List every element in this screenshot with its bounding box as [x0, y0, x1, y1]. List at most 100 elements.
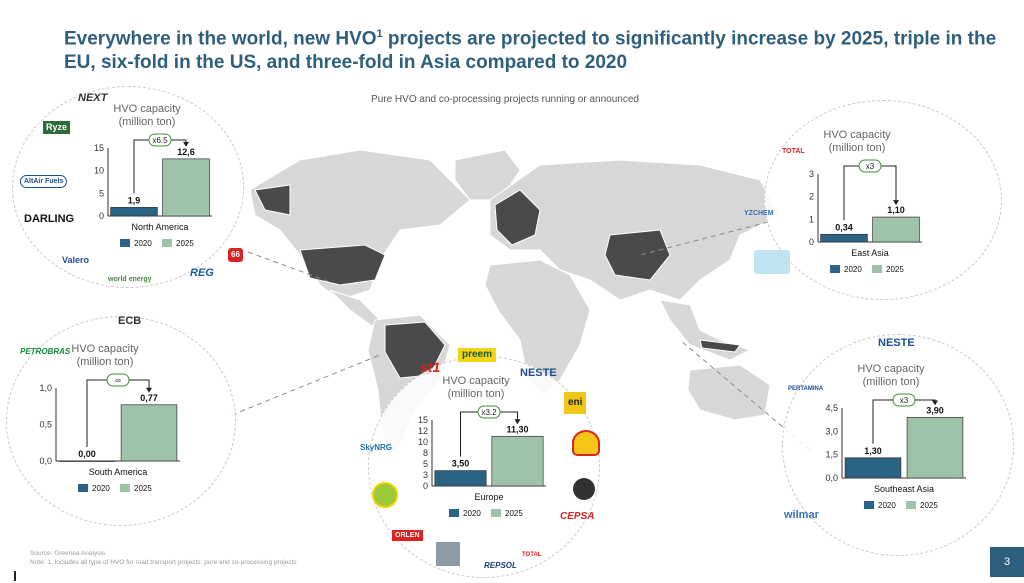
south-america-panel: HVO capacity (million ton) 0,0 0,5 1,0 0,00 0,…	[20, 340, 190, 505]
growth-label: x3.2	[481, 408, 497, 417]
altair-logo: AltAir Fuels	[20, 175, 68, 188]
legend-swatch-2025	[491, 509, 501, 517]
growth-badge	[892, 393, 916, 407]
ecb-logo: ECB	[118, 315, 142, 327]
panel-unit: (million ton)	[863, 376, 920, 388]
bar-2020	[434, 470, 487, 487]
east-asia-panel: HVO capacity (million ton) 0 1 2 3 0,34 1,10 x3 E…	[782, 126, 932, 286]
y-tick-label: 8	[423, 448, 428, 458]
data-label-2020: 3,50	[452, 459, 470, 469]
map-usa	[299, 244, 386, 286]
y-tick-label: 15	[418, 415, 428, 425]
legend-label-2020: 2020	[92, 484, 110, 493]
leaf-logo	[754, 250, 790, 274]
legend-label-2025: 2025	[886, 265, 904, 274]
growth-arrowhead	[146, 387, 152, 393]
growth-badge	[148, 133, 172, 147]
panel-title: HVO capacity	[113, 103, 181, 115]
data-label-2020: 0,34	[835, 222, 853, 232]
y-tick-label: 1	[809, 214, 814, 224]
legend-swatch-2020	[78, 484, 88, 492]
y-tick-label: 5	[99, 188, 104, 198]
map-europe-highlight	[494, 189, 541, 246]
y-tick-label: 0,0	[39, 456, 52, 466]
y-tick-label: 1,0	[39, 383, 52, 393]
map-se-asia	[659, 299, 752, 361]
europe-panel: HVO capacity (million ton) 0 3 5 8 10 12 15 3,50 1…	[396, 372, 556, 530]
bar-2025	[491, 435, 544, 487]
region-label: Southeast Asia	[874, 484, 934, 494]
y-tick-label: 0	[809, 237, 814, 247]
region-label: South America	[89, 467, 148, 477]
ryze-logo: Ryze	[43, 121, 71, 134]
y-tick-label: 4,5	[825, 403, 838, 413]
growth-label: x3	[866, 162, 875, 171]
data-label-2025: 12,6	[177, 147, 195, 157]
legend-label-2020: 2020	[844, 265, 862, 274]
y-tick-label: 10	[94, 166, 104, 176]
bar-2020	[110, 207, 158, 217]
bar-2025	[872, 216, 920, 243]
total-logo-europe: TOTAL	[522, 552, 542, 558]
page-title: Everywhere in the world, new HVO1 projec…	[64, 28, 997, 74]
pertamina-logo: PERTAMINA	[788, 386, 824, 392]
y-tick-label: 0,5	[39, 420, 52, 430]
growth-badge	[106, 373, 130, 387]
y-tick-label: 10	[418, 437, 428, 447]
bar-chart-south-america: HVO capacity(million ton) 0,0 0,5 1,0 0,00 0,…	[39, 343, 180, 493]
legend-swatch-2020	[830, 265, 840, 273]
tree-logo	[573, 478, 595, 500]
legend-label-2025: 2025	[505, 509, 523, 518]
valero-logo: Valero	[62, 255, 90, 265]
text-cursor	[14, 571, 16, 581]
orlen-logo: ORLEN	[392, 530, 423, 541]
shell-logo	[572, 430, 600, 456]
y-tick-label: 5	[423, 459, 428, 469]
y-tick-label: 3,0	[825, 426, 838, 436]
southeast-asia-panel: HVO capacity (million ton) 0,0 1,5 3,0 4,5 1,3…	[806, 360, 976, 522]
east-asia-circle	[764, 100, 1002, 300]
map-china	[604, 229, 671, 281]
footnote: Note: 1. Includes all type of HVO for ro…	[30, 559, 297, 566]
cepsa-logo: CEPSA	[560, 511, 595, 522]
legend-label-2025: 2025	[134, 484, 152, 493]
growth-arrowhead	[893, 200, 899, 206]
legend-swatch-2025	[906, 501, 916, 509]
darling-logo: DARLING	[24, 213, 75, 225]
southeast-asia-circle	[782, 334, 1014, 556]
repsol-logo: REPSOL	[484, 561, 517, 570]
worldenergy-logo: world energy	[108, 276, 152, 283]
p66-logo: 66	[228, 248, 243, 262]
map-subtitle: Pure HVO and co-processing projects runn…	[371, 94, 639, 105]
y-tick-label: 0,0	[825, 473, 838, 483]
growth-arrowhead	[514, 419, 521, 425]
panel-title: HVO capacity	[71, 343, 139, 355]
bp-logo	[372, 482, 398, 508]
eni-logo: eni	[564, 392, 587, 414]
legend-label-2020: 2020	[878, 501, 896, 510]
legend-label-2020: 2020	[134, 239, 152, 248]
bar-2020	[844, 457, 902, 479]
legend-swatch-2025	[120, 484, 130, 492]
skynrg-logo: SkyNRG	[360, 443, 393, 452]
panel-unit: (million ton)	[119, 116, 176, 128]
neste-logo-europe: NESTE	[520, 367, 557, 379]
g-logo	[436, 542, 460, 566]
panel-title: HVO capacity	[823, 129, 891, 141]
legend-swatch-2020	[864, 501, 874, 509]
yzchem-logo: YZCHEM	[744, 210, 774, 217]
bar-2020	[58, 460, 116, 462]
growth-label: x3	[900, 396, 909, 405]
data-label-2025: 0,77	[140, 393, 158, 403]
y-tick-label: 2	[809, 192, 814, 202]
data-label-2020: 1,30	[864, 446, 882, 456]
neste-logo-sea: NESTE	[878, 337, 915, 349]
page-number: 3	[990, 547, 1024, 577]
panel-title: HVO capacity	[857, 363, 925, 375]
growth-arrowhead	[183, 141, 189, 147]
europe-circle	[368, 356, 600, 578]
growth-badge	[858, 159, 882, 173]
preem-logo: preem	[458, 348, 497, 362]
region-label: East Asia	[851, 248, 889, 258]
